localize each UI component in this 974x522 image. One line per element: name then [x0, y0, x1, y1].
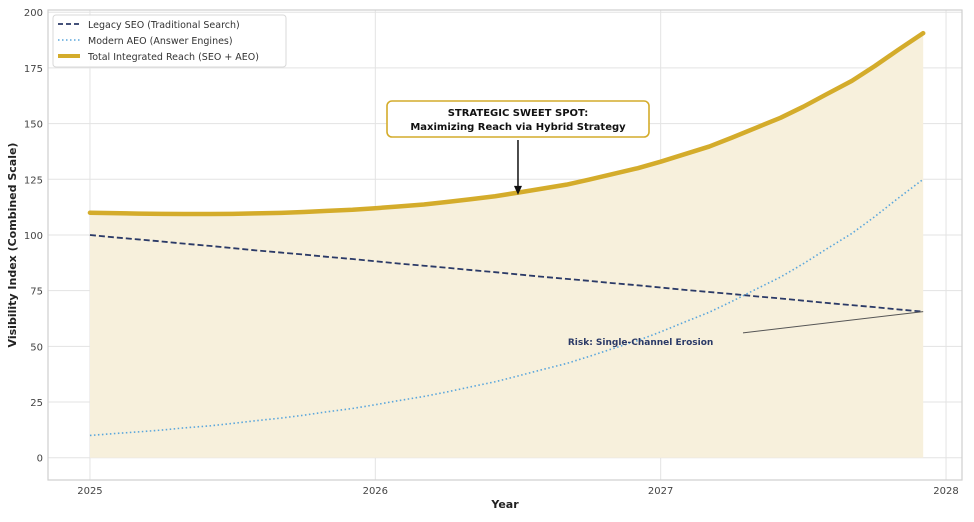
tick-labels: 0 25 50 75 100 125 150 175 200 2025 2026 2027 2028	[24, 8, 959, 497]
x-tick-label: 2028	[933, 486, 958, 497]
y-tick-label: 125	[24, 175, 43, 186]
y-tick-label: 25	[30, 398, 43, 409]
x-tick-label: 2026	[363, 486, 388, 497]
legend-box	[52, 14, 287, 68]
sweet-spot-line1: STRATEGIC SWEET SPOT:	[448, 108, 589, 119]
y-tick-label: 200	[24, 8, 43, 19]
total-reach-fill-area	[89, 33, 924, 458]
series-line-legacy-seo	[89, 234, 924, 313]
sweet-spot-line2: Maximizing Reach via Hybrid Strategy	[410, 122, 626, 133]
x-tick-label: 2025	[77, 486, 102, 497]
x-axis-label: Year	[490, 498, 519, 511]
axes-frame	[47, 9, 963, 481]
legend-label-total: Total Integrated Reach (SEO + AEO)	[87, 52, 259, 63]
legend-label-aeo: Modern AEO (Answer Engines)	[88, 36, 233, 47]
sweet-spot-annotation: STRATEGIC SWEET SPOT: Maximizing Reach v…	[386, 100, 650, 195]
series-lines	[87, 30, 926, 437]
risk-arrow	[742, 311, 924, 334]
y-tick-label: 50	[30, 342, 43, 353]
series-line-modern-aeo	[89, 178, 924, 437]
x-tick-label: 2027	[648, 486, 673, 497]
legend-label-legacy: Legacy SEO (Traditional Search)	[88, 20, 240, 31]
sweet-spot-box	[386, 100, 650, 138]
y-tick-label: 100	[24, 231, 43, 242]
risk-label: Risk: Single-Channel Erosion	[568, 338, 713, 348]
y-tick-label: 175	[24, 64, 43, 75]
y-axis-label: Visibility Index (Combined Scale)	[6, 143, 19, 348]
series-line-total-reach	[87, 30, 926, 217]
risk-annotation: Risk: Single-Channel Erosion	[568, 311, 924, 348]
sweet-spot-arrowhead	[513, 185, 522, 195]
legend: Legacy SEO (Traditional Search) Modern A…	[52, 14, 287, 68]
y-tick-label: 0	[37, 454, 43, 465]
y-tick-label: 150	[24, 120, 43, 131]
y-tick-label: 75	[30, 287, 43, 298]
